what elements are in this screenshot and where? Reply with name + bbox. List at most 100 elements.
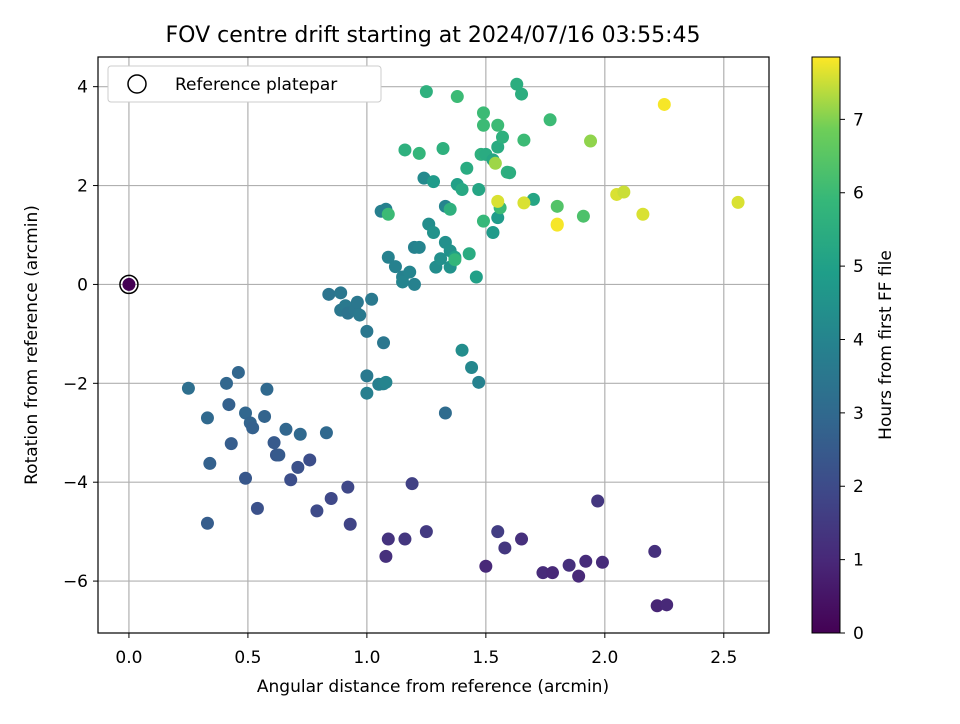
colorbar-tick-label: 0 — [853, 624, 864, 644]
data-point — [462, 247, 476, 261]
colorbar-label: Hours from first FF file — [876, 250, 896, 440]
data-point — [617, 185, 631, 199]
data-point — [476, 106, 490, 120]
data-point — [303, 453, 317, 467]
data-point — [379, 549, 393, 563]
data-point — [427, 226, 440, 240]
data-point — [491, 525, 505, 539]
colorbar-ticks: 0 1 2 3 4 5 6 7 — [840, 110, 864, 644]
data-point — [515, 532, 529, 546]
data-point — [486, 226, 500, 240]
reference-point-marker — [119, 274, 139, 295]
data-point — [239, 406, 253, 420]
colorbar: 0 1 2 3 4 5 6 7 Hours from first FF file — [811, 56, 896, 644]
data-point — [381, 250, 395, 264]
x-tick-label: 0.5 — [234, 648, 261, 668]
x-axis-label: Angular distance from reference (arcmin) — [257, 677, 609, 697]
data-point — [231, 365, 245, 379]
data-point — [250, 501, 264, 515]
colorbar-tick-label: 1 — [853, 551, 864, 571]
data-point — [479, 559, 493, 573]
legend-box — [107, 65, 382, 103]
data-point — [503, 166, 517, 180]
data-point — [517, 133, 531, 147]
data-point — [324, 492, 338, 506]
data-point — [436, 141, 450, 155]
colorbar-tick-label: 4 — [853, 330, 864, 350]
data-point — [443, 202, 457, 216]
y-tick-label: 0 — [77, 275, 88, 295]
data-point — [584, 134, 598, 148]
x-axis-ticks: 0.0 0.5 1.0 1.5 2.0 2.5 — [115, 633, 737, 668]
data-point — [403, 265, 417, 279]
data-point — [239, 471, 253, 485]
data-point — [412, 146, 426, 160]
y-tick-label: −2 — [63, 374, 88, 394]
colorbar-tick-label: 2 — [853, 477, 864, 497]
data-point — [293, 427, 307, 441]
data-point — [576, 209, 590, 223]
data-point — [455, 343, 469, 357]
data-point — [200, 411, 214, 425]
data-point — [731, 195, 745, 209]
data-point — [200, 516, 214, 530]
data-point — [350, 295, 364, 309]
x-tick-label: 2.0 — [591, 648, 618, 668]
data-point — [517, 196, 531, 210]
data-point — [491, 194, 505, 208]
data-point — [224, 437, 238, 451]
data-point — [491, 118, 505, 132]
y-tick-label: −4 — [63, 473, 88, 493]
data-point — [267, 436, 281, 450]
data-point — [510, 77, 524, 91]
data-point — [181, 381, 195, 395]
x-tick-label: 0.0 — [115, 648, 142, 668]
data-point — [427, 175, 440, 189]
data-point — [472, 183, 486, 197]
data-point — [650, 599, 664, 613]
data-point — [219, 376, 233, 390]
data-point — [595, 555, 609, 569]
data-point — [279, 422, 293, 436]
y-axis-ticks: −6 −4 −2 0 2 4 — [63, 78, 98, 592]
data-point — [246, 421, 260, 435]
data-point — [388, 260, 402, 274]
data-point — [648, 544, 662, 558]
data-point — [469, 270, 483, 284]
data-point — [272, 448, 286, 462]
data-point — [476, 118, 490, 132]
data-point — [334, 286, 348, 300]
colorbar-gradient — [811, 56, 841, 634]
y-tick-label: −6 — [63, 572, 88, 592]
data-point — [455, 183, 469, 197]
data-point — [360, 324, 374, 338]
chart-title: FOV centre drift starting at 2024/07/16 … — [166, 23, 701, 48]
data-point — [258, 409, 272, 423]
data-point — [405, 477, 419, 491]
data-point — [591, 494, 605, 508]
data-point — [222, 398, 236, 412]
x-tick-label: 1.0 — [353, 648, 380, 668]
data-point — [536, 566, 550, 580]
legend-label: Reference platepar — [175, 75, 337, 95]
data-point — [572, 569, 586, 583]
data-point — [419, 525, 433, 539]
data-points — [122, 77, 745, 613]
data-point — [550, 217, 564, 231]
data-point — [472, 375, 486, 389]
data-point — [398, 532, 412, 546]
y-tick-label: 4 — [77, 78, 88, 98]
colorbar-tick-label: 3 — [853, 404, 864, 424]
data-point — [319, 426, 333, 440]
data-point — [203, 456, 217, 470]
data-point — [491, 140, 505, 154]
data-point — [460, 161, 474, 175]
plot-frame — [97, 56, 770, 634]
data-point — [515, 87, 529, 101]
data-point — [360, 369, 374, 383]
data-point — [353, 308, 367, 322]
data-point — [579, 554, 593, 568]
data-point — [438, 406, 452, 420]
